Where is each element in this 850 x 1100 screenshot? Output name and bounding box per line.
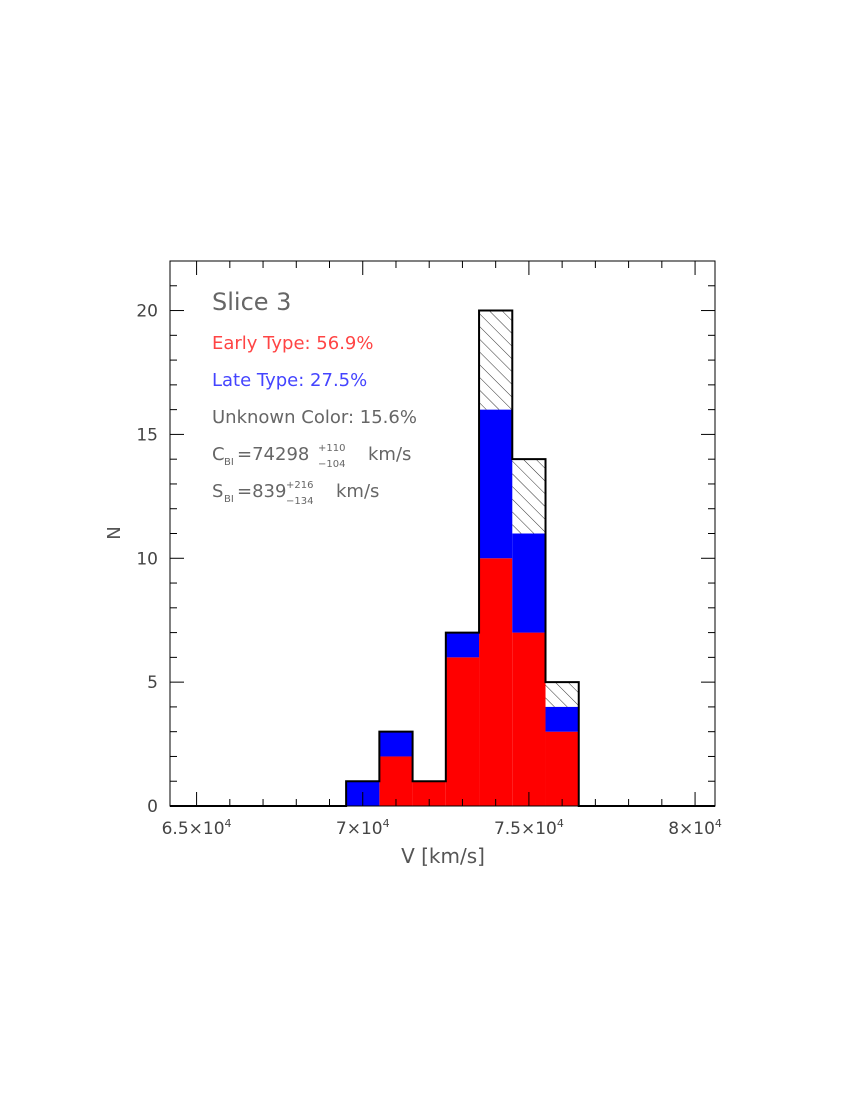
bar-late-type-4 — [479, 409, 513, 559]
bar-unknown-color-4 — [479, 310, 513, 410]
y-axis-label: N — [104, 526, 125, 539]
cbi-value: =74298 — [237, 444, 309, 465]
bars-layer — [346, 310, 579, 806]
x-tick-label: 7×104 — [336, 817, 390, 839]
x-tick-labels: 6.5×104 7×104 7.5×104 8×104 — [162, 817, 722, 839]
axis-ticks — [170, 260, 715, 807]
cbi-annotation: C BI =74298 +110 −104 km/s — [212, 443, 411, 470]
unknown-color-annotation: Unknown Color: 15.6% — [212, 407, 417, 428]
bar-early-type-4 — [479, 558, 513, 806]
sbi-unit: km/s — [336, 481, 379, 502]
bar-late-type-6 — [545, 706, 579, 732]
bar-late-type-1 — [379, 731, 413, 757]
cbi-unit: km/s — [368, 444, 411, 465]
sbi-symbol: S — [212, 481, 223, 502]
chart-title: Slice 3 — [212, 288, 291, 316]
bar-early-type-3 — [445, 657, 480, 806]
sbi-minus-error: −134 — [286, 496, 313, 507]
bar-unknown-color-5 — [512, 459, 546, 534]
x-tick-label: 7.5×104 — [494, 817, 564, 839]
y-tick-label: 15 — [136, 425, 158, 445]
y-tick-label: 5 — [147, 673, 158, 693]
x-axis-label: V [km/s] — [401, 844, 485, 868]
cbi-subscript: BI — [224, 457, 234, 468]
y-tick-labels: 0 5 10 15 20 — [136, 302, 158, 817]
cbi-minus-error: −104 — [318, 459, 345, 470]
histogram-outline — [170, 309, 715, 807]
y-tick-label: 10 — [136, 549, 158, 569]
sbi-annotation: S BI =839 +216 −134 km/s — [212, 480, 379, 507]
bar-early-type-6 — [545, 731, 579, 806]
y-tick-label: 0 — [147, 797, 158, 817]
x-tick-label: 8×104 — [668, 817, 722, 839]
cbi-plus-error: +110 — [318, 443, 345, 454]
bar-early-type-1 — [379, 756, 413, 806]
bar-late-type-3 — [445, 632, 480, 658]
late-type-annotation: Late Type: 27.5% — [212, 370, 367, 391]
sbi-value: =839 — [237, 481, 286, 502]
bar-early-type-5 — [512, 632, 546, 806]
x-tick-label: 6.5×104 — [162, 817, 232, 839]
sbi-subscript: BI — [224, 494, 234, 505]
y-tick-label: 20 — [136, 302, 158, 322]
sbi-plus-error: +216 — [286, 480, 313, 491]
bar-unknown-color-6 — [545, 682, 579, 707]
bar-late-type-5 — [512, 533, 546, 633]
histogram-step-outline — [170, 309, 715, 807]
cbi-symbol: C — [212, 444, 225, 465]
early-type-annotation: Early Type: 56.9% — [212, 333, 374, 354]
